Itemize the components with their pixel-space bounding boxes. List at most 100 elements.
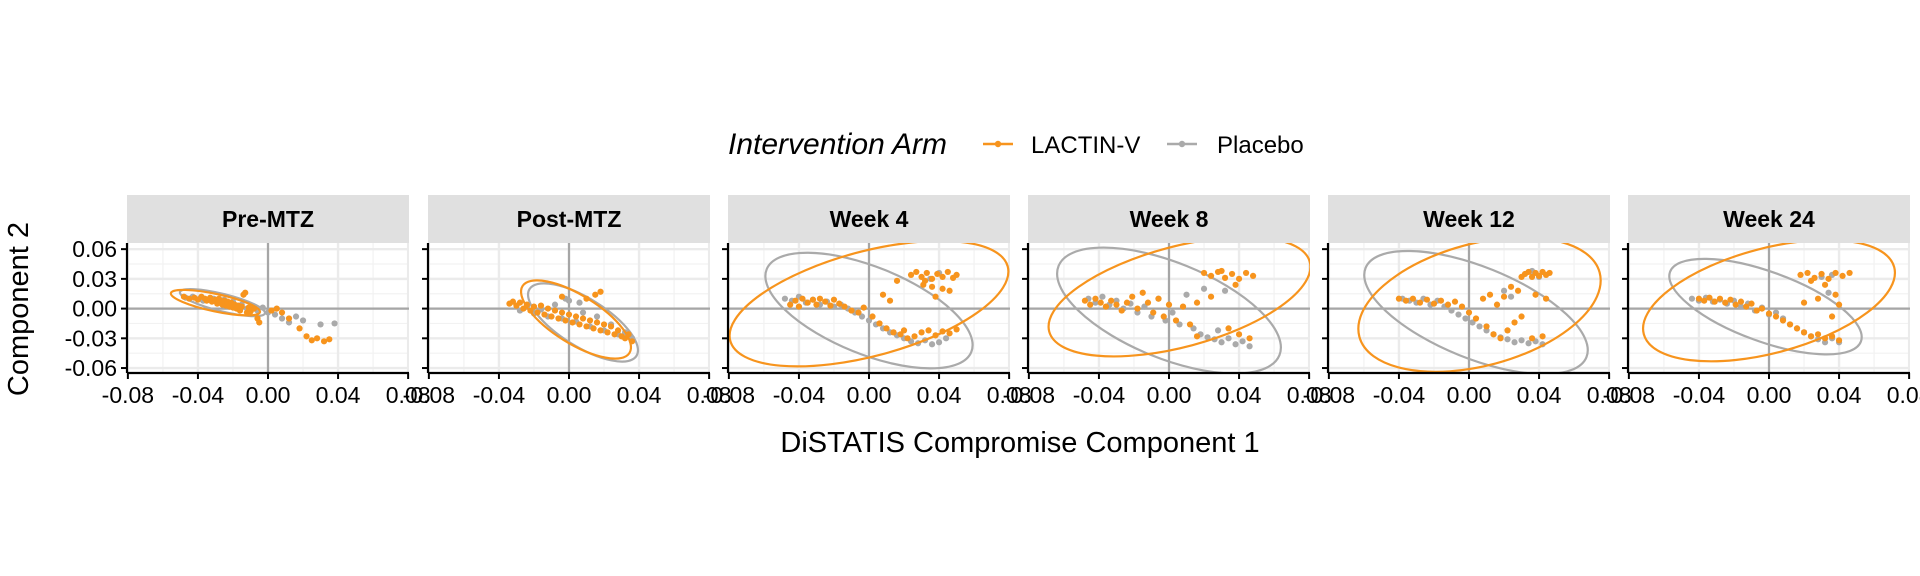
confidence-ellipse-lactin-v	[169, 288, 262, 317]
data-point-lactin-v	[1532, 291, 1539, 298]
x-tick-label: 0.08	[1587, 382, 1632, 408]
x-axis-title: DiSTATIS Compromise Component 1	[780, 427, 1259, 459]
data-point-lactin-v	[893, 277, 901, 284]
plot-area	[728, 243, 1010, 373]
data-point-lactin-v	[1108, 297, 1115, 304]
data-point-placebo	[1221, 287, 1229, 294]
x-tick-label: 0.08	[386, 382, 431, 408]
x-tick-label: -0.08	[1003, 382, 1055, 408]
facet-strip-label: Week 8	[1130, 206, 1209, 232]
data-point-placebo	[1176, 321, 1183, 328]
data-point-lactin-v	[860, 304, 867, 311]
x-tick-label: 0.04	[1217, 382, 1262, 408]
legend-entry-lactin-v: LACTIN-V	[983, 132, 1140, 159]
data-point-lactin-v	[1748, 300, 1755, 307]
data-point-lactin-v	[1514, 287, 1522, 294]
data-point-lactin-v	[1525, 268, 1532, 276]
confidence-ellipse-lactin-v	[1357, 243, 1602, 373]
data-point-lactin-v	[928, 283, 936, 290]
data-point-lactin-v	[520, 305, 527, 312]
data-point-lactin-v	[1144, 299, 1152, 306]
data-point-lactin-v	[551, 307, 559, 314]
data-point-lactin-v	[555, 315, 562, 322]
data-point-placebo	[1200, 285, 1208, 292]
data-point-lactin-v	[1821, 335, 1829, 342]
facet-strip	[1628, 195, 1910, 243]
data-point-lactin-v	[799, 295, 806, 302]
data-point-lactin-v	[946, 330, 953, 337]
data-point-lactin-v	[1228, 270, 1236, 278]
x-tick-label: -0.08	[703, 382, 755, 408]
data-point-lactin-v	[1832, 291, 1839, 298]
data-point-lactin-v	[537, 302, 545, 309]
x-tick-label: 0.00	[1447, 382, 1492, 408]
data-point-lactin-v	[1165, 301, 1173, 308]
data-point-lactin-v	[313, 335, 321, 342]
facet-strip	[728, 195, 1010, 243]
data-point-lactin-v	[303, 333, 310, 340]
data-point-placebo	[278, 315, 286, 322]
data-point-lactin-v	[586, 317, 594, 324]
data-point-placebo	[1141, 303, 1148, 310]
data-point-lactin-v	[1113, 301, 1120, 308]
data-point-lactin-v	[934, 270, 941, 278]
data-point-lactin-v	[813, 301, 820, 308]
data-point-lactin-v	[583, 323, 590, 330]
data-point-placebo	[1462, 315, 1469, 322]
data-point-lactin-v	[1423, 296, 1431, 303]
data-point-lactin-v	[1500, 293, 1508, 300]
series-placebo	[1056, 246, 1282, 373]
y-tick-label: 0.03	[72, 266, 117, 292]
data-point-lactin-v	[883, 325, 890, 332]
data-point-lactin-v	[1839, 272, 1846, 279]
confidence-ellipse-lactin-v	[1641, 243, 1897, 363]
x-tick-label: 0.08	[1887, 382, 1920, 408]
data-point-lactin-v	[855, 309, 862, 316]
data-point-lactin-v	[939, 328, 946, 335]
data-point-lactin-v	[1493, 301, 1501, 308]
data-point-lactin-v	[534, 309, 541, 316]
data-point-lactin-v	[879, 291, 887, 298]
data-point-lactin-v	[562, 317, 569, 324]
data-point-lactin-v	[1235, 275, 1243, 282]
data-point-lactin-v	[890, 329, 897, 336]
data-point-lactin-v	[932, 332, 939, 339]
data-point-lactin-v	[285, 315, 293, 322]
data-point-lactin-v	[569, 319, 576, 326]
data-point-lactin-v	[1232, 281, 1239, 288]
x-tick-label: -0.04	[172, 382, 225, 408]
confidence-ellipse-placebo	[1668, 257, 1863, 356]
data-point-lactin-v	[607, 323, 615, 330]
data-point-lactin-v	[621, 335, 629, 342]
data-point-placebo	[1232, 341, 1239, 348]
data-point-lactin-v	[186, 295, 193, 302]
data-point-lactin-v	[1221, 274, 1229, 281]
data-point-lactin-v	[886, 297, 894, 304]
data-point-lactin-v	[1139, 289, 1146, 296]
data-point-lactin-v	[1727, 296, 1734, 303]
data-point-placebo	[1218, 339, 1225, 346]
panel-week-24: Week 24 -0.08 -0.04 0.00 0.04 0.08	[1603, 195, 1920, 408]
data-point-lactin-v	[900, 327, 908, 334]
data-point-lactin-v	[565, 311, 573, 318]
data-point-lactin-v	[907, 271, 915, 279]
y-tick-label: 0.00	[72, 296, 117, 322]
data-point-lactin-v	[593, 319, 601, 326]
data-point-placebo	[858, 313, 866, 320]
data-point-lactin-v	[1753, 307, 1760, 314]
data-point-lactin-v	[1465, 309, 1473, 316]
data-point-lactin-v	[296, 325, 303, 332]
data-point-lactin-v	[1711, 298, 1718, 305]
data-point-placebo	[1825, 289, 1832, 296]
data-point-lactin-v	[1814, 295, 1822, 302]
panel-week-8: Week 8 -0.08 -0.04 0.00 0.04 0.08	[1003, 195, 1332, 408]
data-point-lactin-v	[1832, 269, 1839, 277]
x-tick-label: -0.04	[1073, 382, 1126, 408]
data-point-lactin-v	[1416, 299, 1424, 306]
data-point-lactin-v	[1772, 313, 1780, 320]
data-point-lactin-v	[1786, 321, 1794, 328]
data-point-lactin-v	[326, 336, 333, 343]
data-point-lactin-v	[1246, 335, 1253, 342]
data-point-lactin-v	[939, 273, 946, 280]
data-point-lactin-v	[628, 338, 636, 345]
